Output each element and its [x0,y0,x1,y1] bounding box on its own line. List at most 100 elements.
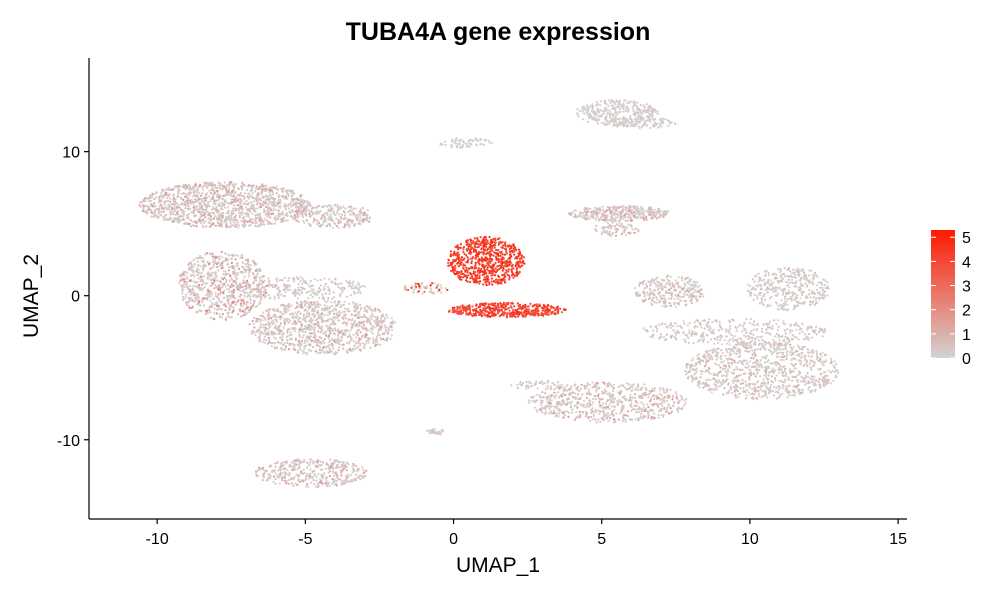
data-point [826,281,829,284]
data-point [788,368,792,371]
data-point [687,370,691,373]
data-point [674,279,677,282]
data-point [745,331,748,334]
data-point [341,331,344,334]
data-point [362,472,365,475]
data-point [656,298,659,301]
data-point [303,327,306,330]
data-point [367,341,370,344]
data-point [793,273,796,276]
data-point [783,344,786,347]
data-point [593,118,596,121]
data-point [809,391,812,394]
data-point [273,321,276,324]
data-point [781,277,784,280]
data-point [293,463,296,466]
data-point [700,373,703,376]
data-point [688,321,691,325]
data-point [729,338,732,341]
data-point [267,477,270,480]
data-point [672,329,675,332]
data-point [746,346,749,349]
data-point [796,380,800,384]
data-point [820,283,824,286]
data-point [765,322,768,325]
data-point [288,478,291,481]
data-point [767,272,770,275]
data-point [249,288,252,291]
data-point [620,222,623,226]
data-point [804,333,807,336]
data-point [290,337,293,340]
data-point [791,271,794,274]
data-point [583,112,586,115]
data-point [659,210,662,213]
data-point [300,323,303,327]
data-point [352,333,355,336]
data-point [327,337,331,340]
data-point [656,210,659,213]
data-point [629,100,632,103]
data-point [568,213,571,216]
data-point [572,215,576,218]
data-point [757,366,760,369]
data-point [352,349,355,352]
data-point [788,394,791,397]
data-point [583,214,587,217]
data-point [271,285,274,289]
data-point [355,473,358,476]
data-point [810,269,813,272]
data-point [751,339,754,342]
data-point [298,289,301,292]
data-point [277,288,280,292]
data-point [612,218,615,222]
data-point [319,460,322,463]
data-point [784,308,787,311]
data-point [623,214,626,217]
data-point [802,364,805,367]
data-point [294,482,297,485]
data-point [800,268,803,271]
data-point [313,323,317,326]
data-point [741,330,744,333]
data-point [718,385,722,388]
data-point [375,325,379,328]
data-point [712,330,715,333]
data-point [368,305,371,308]
data-point [781,387,784,390]
data-point [805,359,808,362]
data-point [330,304,333,307]
data-point [789,270,792,273]
data-point [484,139,488,142]
data-point [361,476,364,479]
data-point [766,331,770,335]
data-point [720,354,723,357]
data-point [761,342,764,345]
data-point [705,369,708,372]
data-point [750,356,753,360]
data-point [670,295,673,298]
data-point [754,275,757,278]
data-point [334,304,337,307]
data-point [311,339,314,342]
data-point [776,361,779,364]
data-point [283,342,286,345]
data-point [798,268,801,272]
data-point [361,465,364,468]
data-point [751,349,754,352]
data-point [734,347,737,350]
data-point [782,359,785,362]
data-point [661,120,664,123]
data-point [757,380,760,383]
data-point [675,333,678,336]
data-point [245,291,248,294]
data-point [267,203,270,206]
data-point [321,329,324,332]
data-point [746,283,749,286]
data-point [581,107,584,110]
data-point [777,325,781,328]
data-point [780,358,783,362]
data-point [350,338,353,341]
data-point [297,330,301,333]
data-point [724,365,728,368]
